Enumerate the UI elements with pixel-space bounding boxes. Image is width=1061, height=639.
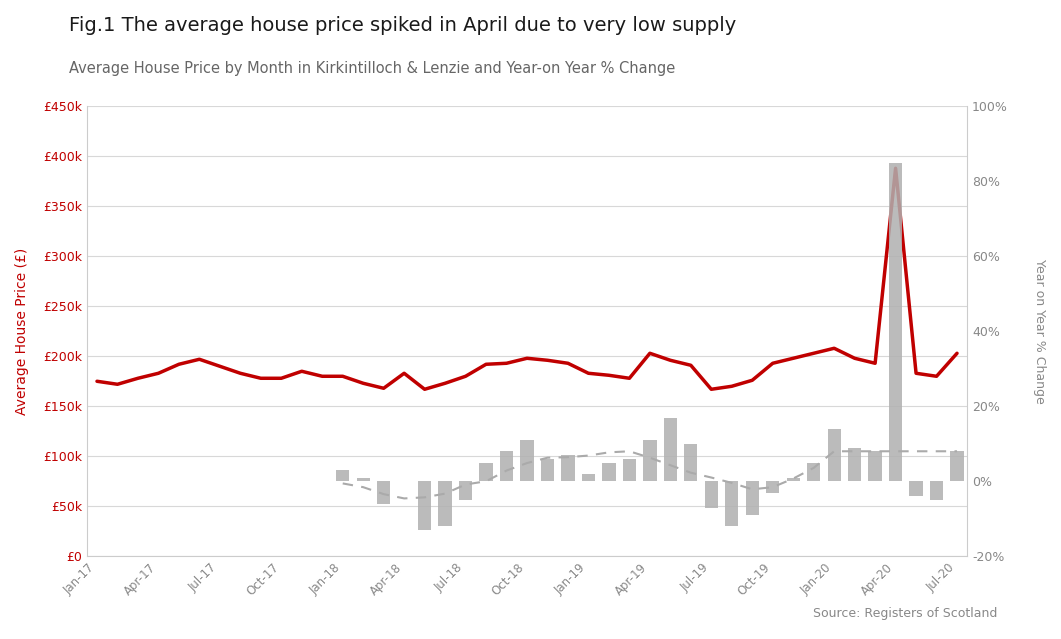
Bar xyxy=(746,481,759,515)
Bar xyxy=(684,443,697,481)
Bar xyxy=(500,451,514,481)
Bar xyxy=(603,463,615,481)
Text: Source: Registers of Scotland: Source: Registers of Scotland xyxy=(813,607,997,620)
Bar xyxy=(643,440,657,481)
Bar xyxy=(786,477,800,481)
Bar xyxy=(459,481,472,500)
Y-axis label: Average House Price (£): Average House Price (£) xyxy=(15,248,29,415)
Bar xyxy=(623,459,636,481)
Bar xyxy=(418,481,431,530)
Bar xyxy=(705,481,718,507)
Bar xyxy=(561,455,575,481)
Bar xyxy=(664,417,677,481)
Bar xyxy=(520,440,534,481)
Bar xyxy=(480,463,492,481)
Bar xyxy=(889,162,902,481)
Bar xyxy=(377,481,390,504)
Bar xyxy=(438,481,452,527)
Bar xyxy=(807,463,820,481)
Bar xyxy=(848,447,862,481)
Bar xyxy=(909,481,923,497)
Bar xyxy=(581,473,595,481)
Y-axis label: Year on Year % Change: Year on Year % Change xyxy=(1033,259,1046,404)
Bar xyxy=(356,477,370,481)
Bar xyxy=(766,481,780,493)
Bar xyxy=(828,429,840,481)
Text: Average House Price by Month in Kirkintilloch & Lenzie and Year-on Year % Change: Average House Price by Month in Kirkinti… xyxy=(69,61,675,75)
Bar xyxy=(541,459,554,481)
Bar xyxy=(725,481,738,527)
Text: Fig.1 The average house price spiked in April due to very low supply: Fig.1 The average house price spiked in … xyxy=(69,16,736,35)
Bar xyxy=(929,481,943,500)
Bar xyxy=(869,451,882,481)
Bar xyxy=(951,451,963,481)
Bar xyxy=(336,470,349,481)
